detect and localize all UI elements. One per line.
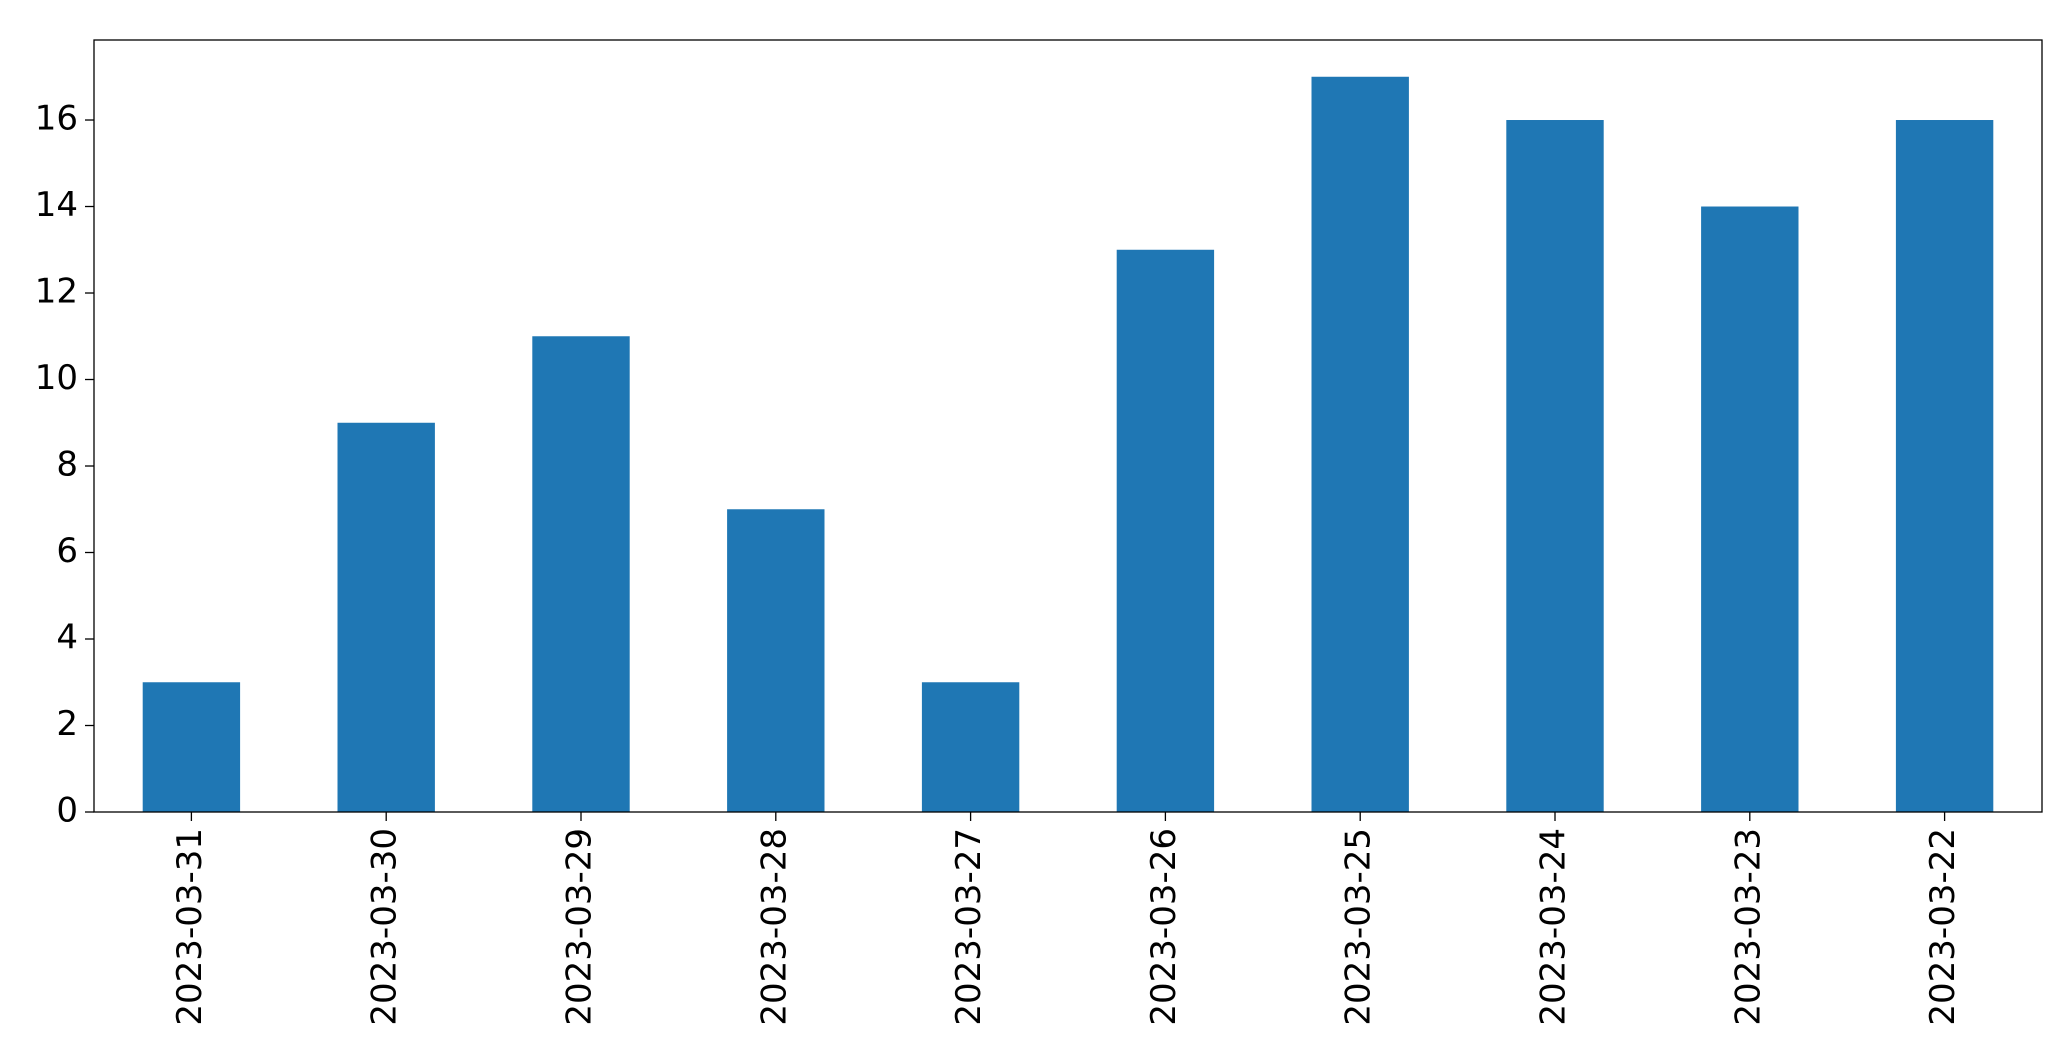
x-tick-label: 2023-03-23	[1728, 828, 1768, 1026]
y-tick-label: 12	[35, 272, 78, 312]
x-tick-label: 2023-03-26	[1144, 828, 1184, 1026]
y-tick-label: 10	[35, 358, 78, 398]
x-tick-label: 2023-03-27	[949, 828, 989, 1026]
x-tick-label: 2023-03-24	[1534, 828, 1574, 1026]
y-tick-label: 0	[56, 791, 78, 831]
bar	[1701, 206, 1799, 812]
bar	[1116, 249, 1215, 813]
y-tick-label: 2	[56, 704, 78, 744]
x-tick-label: 2023-03-22	[1923, 828, 1963, 1026]
x-tick-label: 2023-03-29	[560, 828, 600, 1026]
plot-frame	[93, 39, 2043, 813]
y-tick-label: 6	[56, 531, 78, 571]
y-tick-label: 8	[56, 445, 78, 485]
bar	[337, 422, 435, 812]
bar	[532, 336, 630, 812]
bar	[727, 509, 825, 812]
y-tick-label: 14	[35, 185, 78, 225]
x-tick-label: 2023-03-25	[1339, 828, 1379, 1026]
y-tick-label: 4	[56, 618, 78, 658]
x-tick-label: 2023-03-31	[170, 828, 210, 1026]
y-tick-label: 16	[35, 99, 78, 139]
bar	[142, 682, 241, 812]
x-tick-label: 2023-03-28	[754, 828, 794, 1026]
bar	[1311, 76, 1409, 812]
x-tick-label: 2023-03-30	[365, 828, 405, 1026]
bar	[1506, 120, 1604, 812]
bar	[921, 682, 1020, 812]
bar	[1895, 120, 1994, 812]
